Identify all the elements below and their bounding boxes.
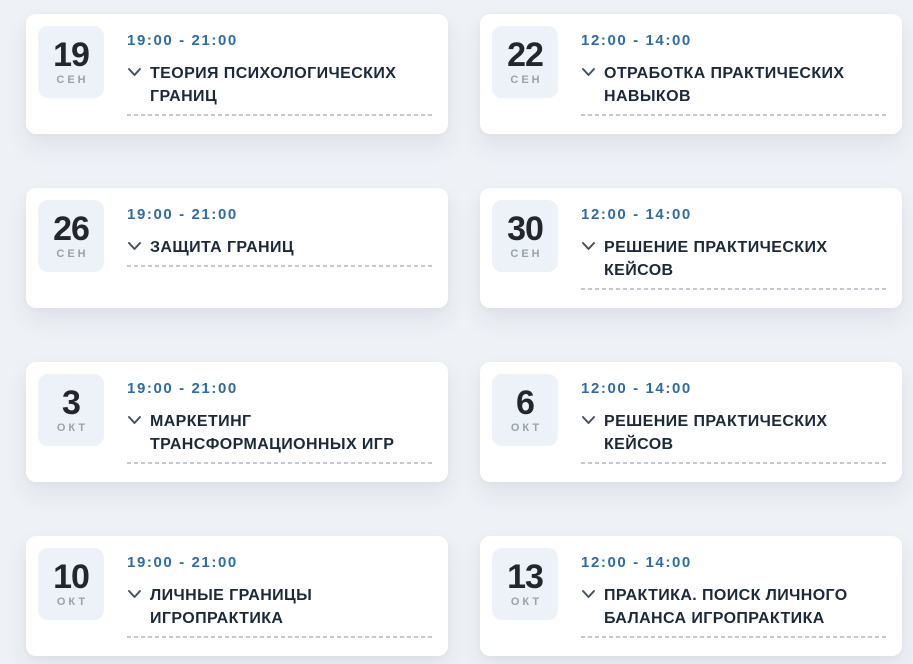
session-title: ОТРАБОТКА ПРАКТИЧЕСКИХ НАВЫКОВ [604, 65, 845, 105]
date-month: ОКТ [510, 422, 543, 434]
chevron-down-icon[interactable] [581, 240, 596, 252]
date-day: 30 [507, 210, 544, 248]
schedule-card: 3 ОКТ 19:00 - 21:00 МАРКЕТИНГ ТРАНСФОРМА… [26, 362, 448, 482]
session-title: ПРАКТИКА. ПОИСК ЛИЧНОГО БАЛАНСА ИГРОПРАК… [604, 587, 848, 627]
dotted-divider [581, 462, 886, 464]
date-month: ОКТ [56, 596, 89, 608]
time-range: 12:00 - 14:00 [581, 206, 692, 223]
session-title: ЗАЩИТА ГРАНИЦ [150, 239, 294, 256]
session-toggle[interactable]: РЕШЕНИЕ ПРАКТИЧЕСКИХ КЕЙСОВ [581, 410, 886, 456]
date-day: 19 [53, 36, 90, 74]
date-month: ОКТ [56, 422, 89, 434]
dotted-divider [127, 636, 432, 638]
session-toggle[interactable]: МАРКЕТИНГ ТРАНСФОРМАЦИОННЫХ ИГР [127, 410, 432, 456]
session-title: ЛИЧНЫЕ ГРАНИЦЫ ИГРОПРАКТИКА [150, 587, 313, 627]
chevron-down-icon[interactable] [581, 414, 596, 426]
schedule-card: 26 СЕН 19:00 - 21:00 ЗАЩИТА ГРАНИЦ [26, 188, 448, 308]
dotted-divider [127, 265, 432, 267]
card-content: 19:00 - 21:00 ЛИЧНЫЕ ГРАНИЦЫ ИГРОПРАКТИК… [127, 548, 432, 644]
dotted-divider [581, 114, 886, 116]
session-title: РЕШЕНИЕ ПРАКТИЧЕСКИХ КЕЙСОВ [604, 413, 828, 453]
session-toggle[interactable]: ПРАКТИКА. ПОИСК ЛИЧНОГО БАЛАНСА ИГРОПРАК… [581, 584, 886, 630]
card-content: 19:00 - 21:00 ТЕОРИЯ ПСИХОЛОГИЧЕСКИХ ГРА… [127, 26, 432, 122]
date-badge: 6 ОКТ [492, 374, 558, 446]
date-day: 3 [62, 384, 81, 422]
time-range: 12:00 - 14:00 [581, 380, 692, 397]
date-month: СЕН [510, 74, 543, 86]
schedule-card: 13 ОКТ 12:00 - 14:00 ПРАКТИКА. ПОИСК ЛИЧ… [480, 536, 902, 656]
date-day: 13 [507, 558, 544, 596]
date-badge: 26 СЕН [38, 200, 104, 272]
date-badge: 19 СЕН [38, 26, 104, 98]
date-badge: 30 СЕН [492, 200, 558, 272]
session-title: РЕШЕНИЕ ПРАКТИЧЕСКИХ КЕЙСОВ [604, 239, 828, 279]
schedule-card: 10 ОКТ 19:00 - 21:00 ЛИЧНЫЕ ГРАНИЦЫ ИГРО… [26, 536, 448, 656]
card-content: 12:00 - 14:00 РЕШЕНИЕ ПРАКТИЧЕСКИХ КЕЙСО… [581, 374, 886, 470]
date-month: ОКТ [510, 596, 543, 608]
time-range: 12:00 - 14:00 [581, 554, 692, 571]
date-day: 10 [53, 558, 90, 596]
schedule-card: 30 СЕН 12:00 - 14:00 РЕШЕНИЕ ПРАКТИЧЕСКИ… [480, 188, 902, 308]
card-content: 12:00 - 14:00 ОТРАБОТКА ПРАКТИЧЕСКИХ НАВ… [581, 26, 886, 122]
chevron-down-icon[interactable] [127, 414, 142, 426]
date-badge: 13 ОКТ [492, 548, 558, 620]
date-day: 26 [53, 210, 90, 248]
schedule-card: 19 СЕН 19:00 - 21:00 ТЕОРИЯ ПСИХОЛОГИЧЕС… [26, 14, 448, 134]
session-title: ТЕОРИЯ ПСИХОЛОГИЧЕСКИХ ГРАНИЦ [150, 65, 397, 105]
dotted-divider [127, 462, 432, 464]
card-content: 19:00 - 21:00 ЗАЩИТА ГРАНИЦ [127, 200, 432, 296]
session-toggle[interactable]: ЗАЩИТА ГРАНИЦ [127, 236, 432, 259]
session-title: МАРКЕТИНГ ТРАНСФОРМАЦИОННЫХ ИГР [150, 413, 395, 453]
date-badge: 3 ОКТ [38, 374, 104, 446]
dotted-divider [581, 636, 886, 638]
session-toggle[interactable]: РЕШЕНИЕ ПРАКТИЧЕСКИХ КЕЙСОВ [581, 236, 886, 282]
time-range: 19:00 - 21:00 [127, 554, 238, 571]
chevron-down-icon[interactable] [127, 588, 142, 600]
time-range: 19:00 - 21:00 [127, 206, 238, 223]
chevron-down-icon[interactable] [581, 66, 596, 78]
date-badge: 10 ОКТ [38, 548, 104, 620]
schedule-card: 22 СЕН 12:00 - 14:00 ОТРАБОТКА ПРАКТИЧЕС… [480, 14, 902, 134]
date-day: 22 [507, 36, 544, 74]
chevron-down-icon[interactable] [581, 588, 596, 600]
dotted-divider [127, 114, 432, 116]
chevron-down-icon[interactable] [127, 66, 142, 78]
chevron-down-icon[interactable] [127, 240, 142, 252]
schedule-card: 6 ОКТ 12:00 - 14:00 РЕШЕНИЕ ПРАКТИЧЕСКИХ… [480, 362, 902, 482]
date-day: 6 [516, 384, 535, 422]
time-range: 12:00 - 14:00 [581, 32, 692, 49]
dotted-divider [581, 288, 886, 290]
date-month: СЕН [510, 248, 543, 260]
card-content: 19:00 - 21:00 МАРКЕТИНГ ТРАНСФОРМАЦИОННЫ… [127, 374, 432, 470]
date-month: СЕН [56, 248, 89, 260]
session-toggle[interactable]: ТЕОРИЯ ПСИХОЛОГИЧЕСКИХ ГРАНИЦ [127, 62, 432, 108]
card-content: 12:00 - 14:00 РЕШЕНИЕ ПРАКТИЧЕСКИХ КЕЙСО… [581, 200, 886, 296]
date-badge: 22 СЕН [492, 26, 558, 98]
card-content: 12:00 - 14:00 ПРАКТИКА. ПОИСК ЛИЧНОГО БА… [581, 548, 886, 644]
time-range: 19:00 - 21:00 [127, 32, 238, 49]
session-toggle[interactable]: ОТРАБОТКА ПРАКТИЧЕСКИХ НАВЫКОВ [581, 62, 886, 108]
session-toggle[interactable]: ЛИЧНЫЕ ГРАНИЦЫ ИГРОПРАКТИКА [127, 584, 432, 630]
time-range: 19:00 - 21:00 [127, 380, 238, 397]
date-month: СЕН [56, 74, 89, 86]
